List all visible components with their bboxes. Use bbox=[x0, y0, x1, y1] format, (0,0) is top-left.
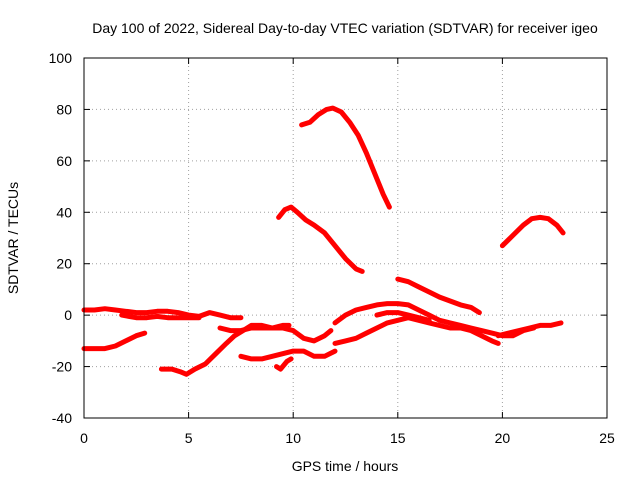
series-line-track-7 bbox=[81, 330, 148, 352]
series-line-track-14 bbox=[374, 310, 432, 323]
x-tick-label: 25 bbox=[599, 430, 615, 446]
y-tick-label: -40 bbox=[52, 410, 72, 426]
y-tick-label: 100 bbox=[49, 50, 73, 66]
series-line-track-1 bbox=[299, 105, 392, 210]
x-tick-label: 20 bbox=[495, 430, 511, 446]
y-tick-label: 60 bbox=[56, 153, 72, 169]
y-tick-label: 80 bbox=[56, 101, 72, 117]
x-axis-label: GPS time / hours bbox=[292, 458, 399, 474]
plot-frame bbox=[83, 57, 608, 419]
x-tick-label: 0 bbox=[80, 430, 88, 446]
series-line-track-5 bbox=[81, 306, 244, 321]
series-line-track-11 bbox=[274, 356, 294, 372]
y-tick-label: 20 bbox=[56, 256, 72, 272]
y-axis-label: SDTVAR / TECUs bbox=[5, 182, 21, 294]
series-line-track-4 bbox=[395, 276, 482, 316]
x-tick-label: 5 bbox=[185, 430, 193, 446]
series-line-track-10 bbox=[238, 348, 338, 362]
series-line-track-15 bbox=[495, 320, 564, 339]
y-tick-label: -20 bbox=[52, 359, 72, 375]
series-line-track-2 bbox=[276, 204, 365, 274]
series-line-track-12 bbox=[332, 315, 501, 346]
y-tick-label: 40 bbox=[56, 204, 72, 220]
chart-title: Day 100 of 2022, Sidereal Day-to-day VTE… bbox=[92, 20, 598, 36]
x-tick-label: 10 bbox=[285, 430, 301, 446]
tick-layer: 0 5 10 15 20 25 -40 -20 0 20 40 60 80 100 bbox=[49, 50, 615, 446]
series-layer bbox=[81, 105, 566, 377]
y-tick-label: 0 bbox=[64, 307, 72, 323]
series-line-track-9 bbox=[217, 322, 292, 334]
series-line-track-6 bbox=[119, 312, 202, 321]
x-tick-label: 15 bbox=[390, 430, 406, 446]
series-line-track-3 bbox=[499, 214, 566, 249]
